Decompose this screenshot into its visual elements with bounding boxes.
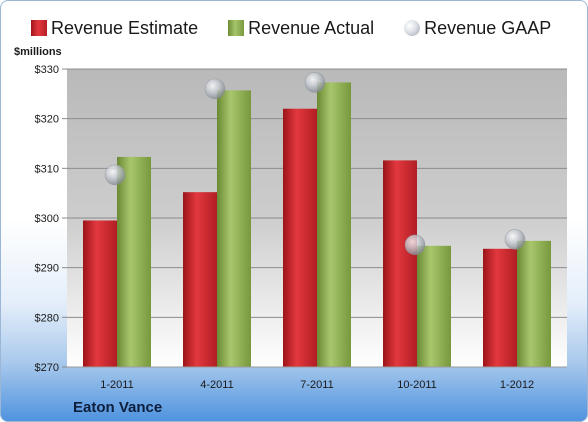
y-tick-label: $310 (35, 163, 59, 175)
legend-swatch-revenue-estimate (31, 20, 47, 36)
bar-revenue-actual (117, 156, 151, 367)
gaap-markers (104, 72, 526, 256)
x-tick-label: 7-2011 (300, 379, 333, 391)
marker-revenue-gaap (104, 164, 126, 186)
marker-revenue-gaap (404, 234, 426, 256)
y-axis-ticks: $270 $280 $290 $300 $310 $320 $330 (35, 64, 67, 374)
marker-revenue-gaap (504, 229, 526, 250)
legend-item-revenue-actual: Revenue Actual (228, 18, 374, 39)
bar-revenue-estimate (83, 220, 117, 367)
y-tick-label: $330 (35, 64, 59, 76)
y-tick-label: $300 (35, 213, 59, 225)
legend-label-revenue-estimate: Revenue Estimate (51, 17, 199, 38)
x-tick-label: 1-2012 (500, 379, 534, 391)
bar-revenue-actual (217, 90, 251, 368)
y-axis-unit-label: $millions (14, 46, 62, 58)
y-tick-label: $290 (35, 263, 59, 275)
y-tick-label: $280 (35, 312, 59, 324)
x-axis-ticks: 1-2011 4-2011 7-2011 10-2011 1-2012 (100, 379, 534, 391)
bar-revenue-estimate (383, 160, 417, 367)
bar-revenue-actual (517, 240, 551, 367)
legend-label-revenue-gaap: Revenue GAAP (424, 17, 552, 38)
x-tick-label: 1-2011 (100, 379, 133, 391)
legend-marker-revenue-gaap (404, 20, 421, 36)
legend-swatch-revenue-actual (228, 20, 245, 36)
bar-revenue-actual (317, 82, 351, 367)
legend-label-revenue-actual: Revenue Actual (248, 17, 375, 38)
marker-revenue-gaap (204, 78, 226, 100)
bar-revenue-estimate (183, 192, 217, 367)
bar-revenue-estimate (283, 108, 317, 367)
legend-item-revenue-gaap: Revenue GAAP (404, 18, 551, 39)
bar-revenue-estimate (483, 248, 517, 367)
y-tick-label: $320 (35, 114, 59, 126)
x-tick-label: 10-2011 (397, 379, 437, 391)
legend-item-revenue-estimate: Revenue Estimate (31, 18, 198, 39)
marker-revenue-gaap (304, 72, 326, 93)
legend: Revenue Estimate Revenue Actual Revenue … (31, 15, 551, 41)
bar-revenue-actual (417, 245, 451, 367)
bars (83, 82, 551, 368)
x-tick-label: 4-2011 (200, 379, 233, 391)
company-name: Eaton Vance (73, 399, 163, 416)
y-tick-label: $270 (35, 362, 59, 374)
